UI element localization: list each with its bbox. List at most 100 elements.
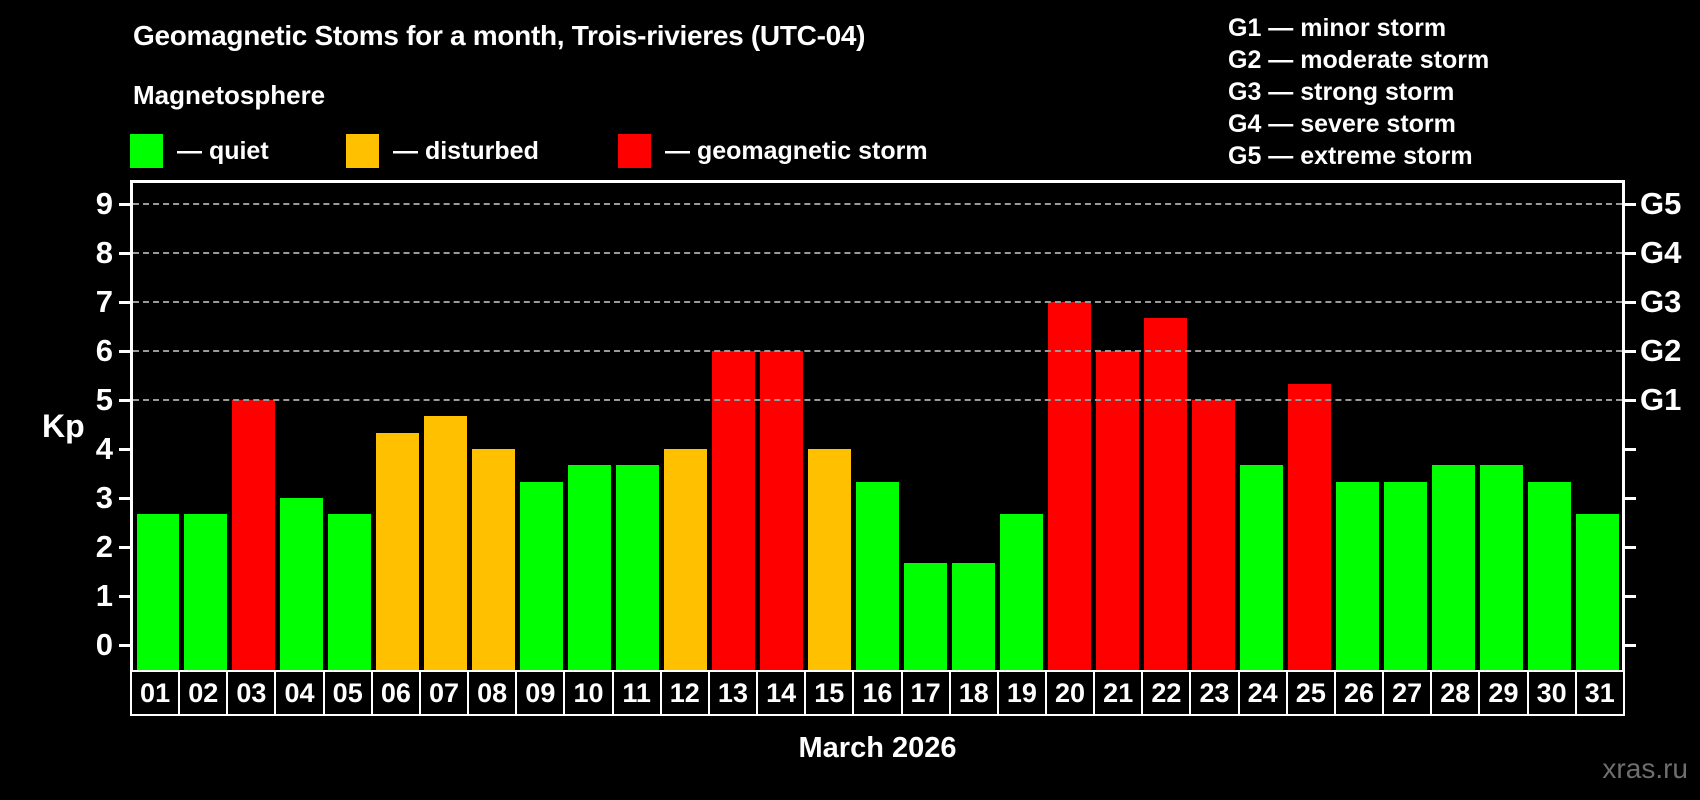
- left-tick-kp9: [119, 203, 130, 206]
- bar-day-28: [1431, 465, 1475, 670]
- x-label-04: 04: [274, 670, 325, 716]
- bar-slot-14: [758, 351, 806, 670]
- legend-label-disturbed: — disturbed: [393, 136, 539, 165]
- x-label-30: 30: [1526, 670, 1577, 716]
- bar-day-02: [184, 514, 228, 670]
- bar-day-21: [1095, 351, 1139, 670]
- bar-slot-18: [949, 563, 997, 670]
- bar-slot-06: [374, 433, 422, 670]
- bar-slot-24: [1237, 465, 1285, 670]
- x-label-25: 25: [1285, 670, 1336, 716]
- legend-item-storm: — geomagnetic storm: [618, 134, 928, 168]
- left-tick-kp7: [119, 301, 130, 304]
- x-axis-day-labels: 01 02 03 04 05 06 07 08 09 10 11 12 13 14 15 16 17 18 19 20…: [130, 670, 1625, 716]
- bar-day-27: [1383, 482, 1427, 670]
- left-tick-kp0: [119, 644, 130, 647]
- gridline-kp5: [133, 399, 1622, 401]
- bar-day-29: [1479, 465, 1523, 670]
- y-tick-label-2: 2: [95, 529, 113, 564]
- legend-label-quiet: — quiet: [177, 136, 269, 165]
- watermark: xras.ru: [1602, 753, 1688, 784]
- chart-subtitle: Magnetosphere: [133, 80, 326, 110]
- bar-slot-05: [326, 514, 374, 670]
- bar-slot-08: [470, 449, 518, 670]
- bar-day-16: [856, 482, 899, 670]
- right-tick-kp3: [1625, 497, 1636, 500]
- y-tick-label-9: 9: [95, 186, 113, 221]
- x-axis-title: March 2026: [798, 732, 957, 764]
- y-tick-label-3: 3: [95, 480, 113, 515]
- x-label-15: 15: [804, 670, 855, 716]
- x-label-21: 21: [1093, 670, 1144, 716]
- x-label-08: 08: [467, 670, 518, 716]
- left-tick-kp2: [119, 546, 130, 549]
- bar-slot-03: [230, 400, 278, 670]
- y-axis-label: Kp: [42, 408, 85, 444]
- g-scale-label-g2: G2: [1640, 333, 1682, 368]
- y-tick-label-8: 8: [95, 235, 113, 270]
- bar-slot-21: [1093, 351, 1141, 670]
- g-scale-label-g4: G4: [1640, 235, 1682, 270]
- x-label-28: 28: [1430, 670, 1481, 716]
- x-label-27: 27: [1382, 670, 1433, 716]
- disturbed-color-swatch: [346, 134, 379, 168]
- bar-day-09: [520, 482, 564, 670]
- bar-day-11: [616, 465, 660, 670]
- bar-day-07: [424, 416, 468, 670]
- right-tick-kp8: [1625, 252, 1636, 255]
- left-tick-kp5: [119, 399, 130, 402]
- bar-slot-27: [1381, 482, 1429, 670]
- bar-day-13: [712, 351, 756, 670]
- bar-day-17: [904, 563, 947, 670]
- y-tick-label-6: 6: [95, 333, 113, 368]
- bars-row: [133, 183, 1622, 670]
- g1-legend-line: G1 — minor storm: [1228, 14, 1447, 42]
- left-tick-kp1: [119, 595, 130, 598]
- x-label-05: 05: [322, 670, 373, 716]
- g4-legend-line: G4 — severe storm: [1228, 110, 1456, 138]
- bar-day-01: [136, 514, 180, 670]
- right-tick-kp0: [1625, 644, 1636, 647]
- g2-legend-line: G2 — moderate storm: [1228, 46, 1490, 74]
- bar-slot-30: [1525, 482, 1573, 670]
- right-tick-kp1: [1625, 595, 1636, 598]
- left-tick-kp3: [119, 497, 130, 500]
- x-label-23: 23: [1189, 670, 1240, 716]
- bar-slot-23: [1189, 400, 1237, 670]
- gridline-kp9: [133, 203, 1622, 205]
- bar-day-18: [951, 563, 995, 670]
- right-tick-kp5: [1625, 399, 1636, 402]
- x-label-07: 07: [418, 670, 470, 716]
- bar-day-12: [664, 449, 708, 670]
- bar-slot-31: [1573, 514, 1621, 670]
- bar-day-23: [1191, 400, 1235, 670]
- bar-slot-15: [806, 449, 854, 670]
- gridline-kp6: [133, 350, 1622, 352]
- bar-day-14: [760, 351, 804, 670]
- right-tick-kp9: [1625, 203, 1636, 206]
- plot-area: 0 1 2 3 4 5 6 7 8 9 G1 G2 G3 G4 G5: [96, 180, 1681, 670]
- x-label-24: 24: [1237, 670, 1288, 716]
- bar-day-30: [1527, 482, 1571, 670]
- legend-label-storm: — geomagnetic storm: [665, 136, 928, 165]
- bar-slot-25: [1285, 384, 1333, 670]
- g-scale-label-g3: G3: [1640, 284, 1682, 319]
- x-label-14: 14: [756, 670, 807, 716]
- bar-slot-16: [854, 482, 902, 670]
- right-tick-kp2: [1625, 546, 1636, 549]
- bar-day-20: [1047, 302, 1091, 670]
- right-tick-kp7: [1625, 301, 1636, 304]
- x-label-26: 26: [1333, 670, 1385, 716]
- bar-day-15: [808, 449, 852, 670]
- x-label-09: 09: [515, 670, 566, 716]
- left-tick-kp8: [119, 252, 130, 255]
- bar-slot-19: [997, 514, 1045, 670]
- bar-day-06: [376, 433, 420, 670]
- g5-legend-line: G5 — extreme storm: [1228, 142, 1473, 170]
- legend-item-disturbed: — disturbed: [346, 134, 539, 168]
- x-label-12: 12: [659, 670, 710, 716]
- x-label-31: 31: [1574, 670, 1625, 716]
- bar-slot-02: [182, 514, 230, 670]
- bar-slot-13: [710, 351, 758, 670]
